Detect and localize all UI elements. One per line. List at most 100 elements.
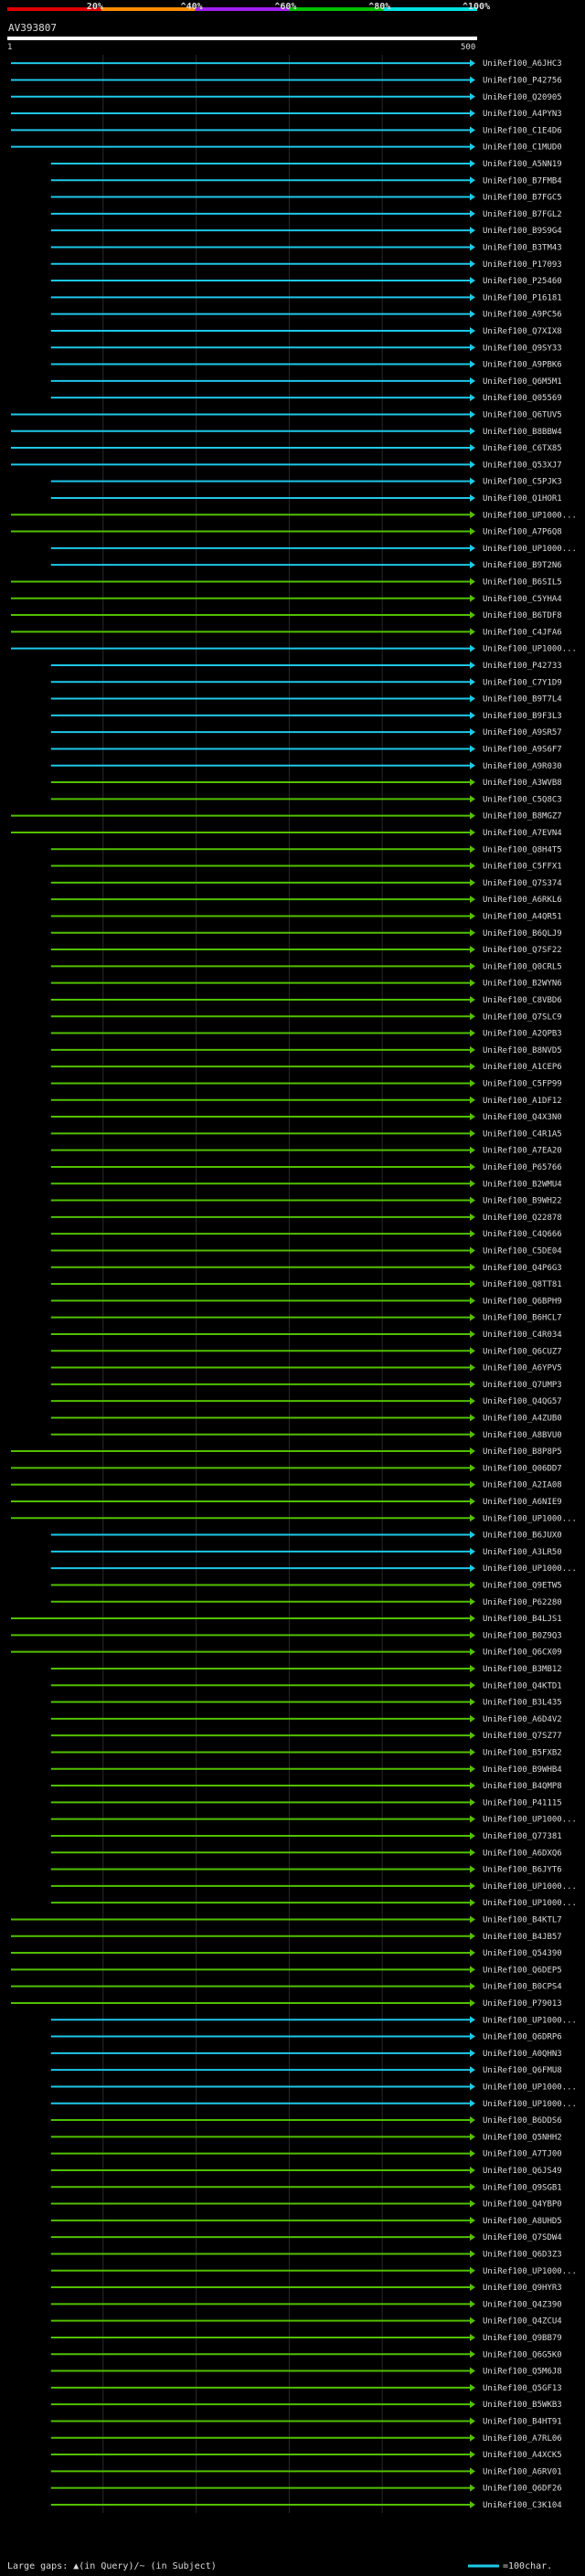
hit-arrow: [470, 360, 475, 368]
hit-label: UniRef100_UP1000...: [483, 2100, 577, 2109]
hit-label: UniRef100_B4JB57: [483, 1933, 562, 1942]
scale-segment: [289, 7, 384, 11]
hit-arrow: [470, 2300, 475, 2308]
hit-arrow: [470, 644, 475, 652]
hit-label: UniRef100_A0QHN3: [483, 2050, 562, 2059]
hit-arrow: [470, 2099, 475, 2107]
hit-arrow: [470, 1615, 475, 1623]
hit-arrow: [470, 2401, 475, 2409]
hit-label: UniRef100_C1E4D6: [483, 126, 562, 135]
hit-label: UniRef100_Q9ETW5: [483, 1581, 562, 1590]
hit-arrow: [470, 2284, 475, 2292]
hit-arrow: [470, 1162, 475, 1171]
hit-arrow: [470, 209, 475, 217]
legend-gaps-text: Large gaps: ▲(in Query)/~ (in Subject): [7, 2561, 217, 2571]
hit-arrow: [470, 611, 475, 620]
hit-arrow: [470, 1347, 475, 1355]
hit-label: UniRef100_B6JUX0: [483, 1532, 562, 1541]
hit-arrow: [470, 1113, 475, 1121]
hit-label: UniRef100_Q1HOR1: [483, 494, 562, 504]
hit-arrow: [470, 2183, 475, 2191]
hit-label: UniRef100_A7TJ00: [483, 2150, 562, 2159]
hit-label: UniRef100_Q4KTD1: [483, 1681, 562, 1691]
hit-arrow: [470, 2467, 475, 2475]
hit-label: UniRef100_B6DDS6: [483, 2116, 562, 2125]
hit-label: UniRef100_A7EA20: [483, 1147, 562, 1156]
hit-arrow: [470, 1664, 475, 1672]
hit-arrow: [470, 578, 475, 586]
hit-label: UniRef100_A2IA08: [483, 1481, 562, 1490]
hit-label: UniRef100_B5FXB2: [483, 1748, 562, 1757]
hit-label: UniRef100_A4PYN3: [483, 110, 562, 119]
hit-label: UniRef100_B6SIL5: [483, 578, 562, 587]
hit-label: UniRef100_A9R030: [483, 762, 562, 771]
hit-label: UniRef100_P62280: [483, 1598, 562, 1607]
hit-label: UniRef100_C3K104: [483, 2501, 562, 2510]
hit-label: UniRef100_P79013: [483, 1999, 562, 2009]
identity-color-scale: [7, 7, 477, 11]
hit-label: UniRef100_Q5NHH2: [483, 2133, 562, 2142]
hit-arrow: [470, 293, 475, 302]
hit-label: UniRef100_C5DE04: [483, 1246, 562, 1256]
hit-arrow: [470, 1447, 475, 1456]
hit-arrow: [470, 878, 475, 886]
hit-arrow: [470, 310, 475, 318]
hit-label: UniRef100_B4LJS1: [483, 1615, 562, 1624]
hit-arrow: [470, 1397, 475, 1405]
hit-arrow: [470, 126, 475, 134]
hit-arrow: [470, 779, 475, 787]
hit-arrow: [470, 2233, 475, 2242]
hit-arrow: [470, 678, 475, 686]
hit-arrow: [470, 1531, 475, 1539]
hit-arrow: [470, 376, 475, 385]
hit-label: UniRef100_B4KTL7: [483, 1915, 562, 1924]
hit-arrow: [470, 477, 475, 485]
scale-label: ^80%: [368, 2, 390, 12]
hit-label: UniRef100_A4ZUB0: [483, 1414, 562, 1423]
hit-label: UniRef100_C5FFX1: [483, 863, 562, 872]
hit-arrow: [470, 1698, 475, 1706]
hit-label: UniRef100_P41115: [483, 1798, 562, 1807]
hit-arrow: [470, 1079, 475, 1087]
hit-arrow: [470, 1146, 475, 1154]
hit-label: UniRef100_B5WKB3: [483, 2401, 562, 2410]
hit-arrow: [470, 193, 475, 201]
hit-arrow: [470, 962, 475, 970]
hit-arrow: [470, 1297, 475, 1305]
hit-label: UniRef100_Q0CRL5: [483, 962, 562, 971]
hit-label: UniRef100_B0Z9Q3: [483, 1631, 562, 1640]
hit-rows: UniRef100_A6JHC3 UniRef100_P42756 UniRef10…: [11, 59, 577, 2510]
hit-arrow: [470, 728, 475, 737]
hit-label: UniRef100_UP1000...: [483, 1816, 577, 1825]
hit-label: UniRef100_UP1000...: [483, 2016, 577, 2025]
legend-scale-text: =100char.: [503, 2561, 552, 2571]
hit-arrow: [470, 1497, 475, 1505]
hit-label: UniRef100_A9S6F7: [483, 745, 562, 754]
hit-arrow: [470, 2216, 475, 2224]
hit-label: UniRef100_Q6FMU8: [483, 2066, 562, 2075]
hit-arrow: [470, 2266, 475, 2274]
hit-arrow: [470, 59, 475, 68]
hit-label: UniRef100_A2QPB3: [483, 1030, 562, 1039]
hit-arrow: [470, 2433, 475, 2442]
hit-arrow: [470, 2149, 475, 2157]
hit-arrow: [470, 1631, 475, 1639]
hit-arrow: [470, 461, 475, 469]
hit-label: UniRef100_Q53XJ7: [483, 461, 562, 470]
hit-arrow: [470, 1213, 475, 1221]
hit-arrow: [470, 1882, 475, 1890]
hit-label: UniRef100_Q4QG57: [483, 1397, 562, 1406]
hit-label: UniRef100_B2WYN6: [483, 980, 562, 989]
hit-label: UniRef100_Q9SY33: [483, 344, 562, 353]
hit-arrow: [470, 260, 475, 268]
hit-arrow: [470, 544, 475, 552]
hit-arrow: [470, 1180, 475, 1188]
hit-label: UniRef100_C4R034: [483, 1330, 562, 1340]
hit-arrow: [470, 277, 475, 285]
scale-label: ^100%: [463, 2, 490, 12]
hit-label: UniRef100_A9SR57: [483, 728, 562, 737]
hit-label: UniRef100_P65766: [483, 1163, 562, 1172]
hit-label: UniRef100_B4QMP8: [483, 1782, 562, 1791]
hit-label: UniRef100_Q7XIX8: [483, 327, 562, 336]
hit-label: UniRef100_B6JYT6: [483, 1866, 562, 1875]
